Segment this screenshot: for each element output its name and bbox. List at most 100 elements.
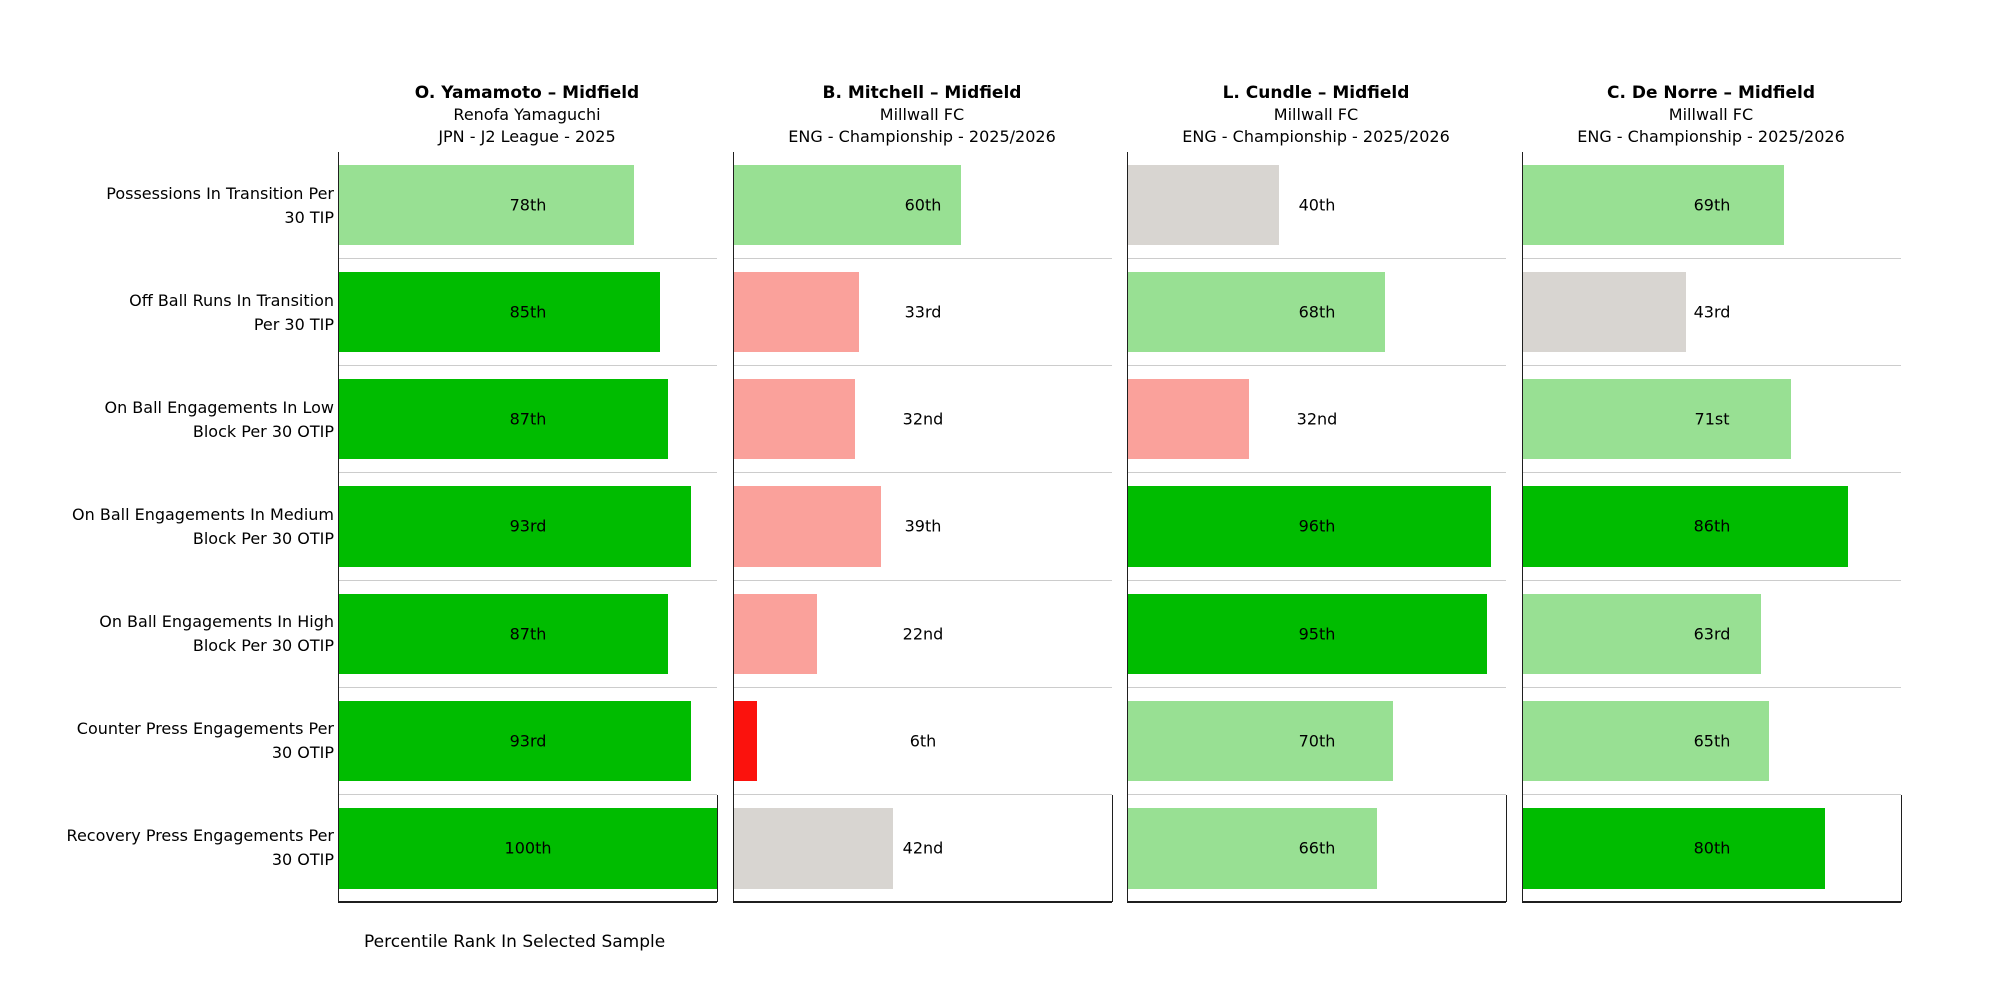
- percentile-label: 60th: [904, 195, 942, 215]
- percentile-label: 96th: [1298, 516, 1336, 536]
- percentile-bar: [1128, 379, 1249, 460]
- bar-cell: 66th: [1128, 794, 1507, 902]
- bar-cell: 63rd: [1523, 581, 1901, 688]
- percentile-bar: [339, 486, 691, 567]
- right-spine: [1900, 794, 1902, 902]
- percentile-bar: [1523, 700, 1769, 781]
- player-league: ENG - Championship - 2025/2026: [788, 127, 1056, 146]
- metric-label: Counter Press Engagements Per 30 OTIP: [76, 719, 334, 763]
- percentile-label: 39th: [904, 516, 942, 536]
- percentile-bar: [1523, 807, 1826, 889]
- percentile-label: 85th: [509, 302, 547, 322]
- bar-cell: 65th: [1523, 688, 1901, 795]
- metric-label: On Ball Engagements In High Block Per 30…: [99, 612, 334, 656]
- percentile-label: 32nd: [902, 409, 944, 429]
- percentile-label: 32nd: [1296, 409, 1338, 429]
- percentile-label: 87th: [509, 409, 547, 429]
- metric-label: On Ball Engagements In Low Block Per 30 …: [104, 397, 334, 441]
- percentile-bar: [1128, 700, 1393, 781]
- player-club: Millwall FC: [1273, 105, 1359, 124]
- bar-cell: 93rd: [339, 473, 717, 581]
- percentile-label: 66th: [1298, 838, 1336, 858]
- player-column: 78th 85th 87th 93rd 87th 93rd 100th: [337, 152, 718, 903]
- player-league: JPN - J2 League - 2025: [438, 127, 616, 146]
- bar-cell: 42nd: [734, 794, 1113, 902]
- x-axis-line: [1521, 900, 1901, 903]
- bar-cell: 60th: [734, 152, 1112, 260]
- percentile-label: 6th: [909, 731, 937, 751]
- right-spine: [1111, 794, 1113, 902]
- bar-cell: 69th: [1523, 152, 1901, 260]
- percentile-label: 43rd: [1693, 302, 1731, 322]
- player-header: L. Cundle – Midfield Millwall FC ENG - Cha…: [1127, 82, 1505, 148]
- x-axis-line: [732, 900, 1112, 903]
- percentile-label: 70th: [1298, 731, 1336, 751]
- percentile-label: 80th: [1693, 838, 1731, 858]
- player-column: 60th 33rd 32nd 39th 22nd 6th 42nd: [732, 152, 1113, 903]
- percentile-bar: [1523, 593, 1762, 674]
- percentile-label: 63rd: [1693, 624, 1731, 644]
- bar-cell: 32nd: [734, 366, 1112, 474]
- percentile-bar: [734, 700, 757, 781]
- bar-cell: 95th: [1128, 581, 1506, 688]
- x-axis-line: [337, 900, 717, 903]
- player-club: Millwall FC: [879, 105, 965, 124]
- bar-cell: 39th: [734, 473, 1112, 581]
- bar-cell: 85th: [339, 259, 717, 367]
- percentile-bar: [1128, 593, 1488, 674]
- percentile-label: 69th: [1693, 195, 1731, 215]
- right-spine: [716, 794, 718, 902]
- bar-cell: 80th: [1523, 794, 1902, 902]
- percentile-bar: [734, 165, 961, 246]
- percentile-bar: [1523, 379, 1792, 460]
- bar-cell: 96th: [1128, 473, 1506, 581]
- percentile-bar: [734, 379, 855, 460]
- percentile-label: 33rd: [904, 302, 942, 322]
- percentile-label: 42nd: [902, 838, 944, 858]
- player-club: Millwall FC: [1668, 105, 1754, 124]
- percentile-bar: [1523, 165, 1784, 246]
- percentile-bar: [339, 807, 717, 889]
- percentile-bar: [734, 593, 818, 674]
- x-axis-line: [1126, 900, 1506, 903]
- player-league: ENG - Championship - 2025/2026: [1577, 127, 1845, 146]
- bar-cell: 87th: [339, 581, 717, 688]
- right-spine: [1505, 794, 1507, 902]
- percentile-label: 68th: [1298, 302, 1336, 322]
- percentile-label: 95th: [1298, 624, 1336, 644]
- percentile-label: 22nd: [902, 624, 944, 644]
- player-name: L. Cundle – Midfield: [1222, 83, 1410, 103]
- percentile-bar: [339, 700, 691, 781]
- player-league: ENG - Championship - 2025/2026: [1182, 127, 1450, 146]
- bar-cell: 32nd: [1128, 366, 1506, 474]
- bar-cell: 40th: [1128, 152, 1506, 260]
- metric-label: Recovery Press Engagements Per 30 OTIP: [66, 826, 334, 870]
- bar-cell: 87th: [339, 366, 717, 474]
- player-header: C. De Norre – Midfield Millwall FC ENG - C…: [1522, 82, 1900, 148]
- bar-cell: 86th: [1523, 473, 1901, 581]
- percentile-bar: [339, 165, 634, 246]
- percentile-bar: [339, 593, 668, 674]
- player-header: B. Mitchell – Midfield Millwall FC ENG - C…: [733, 82, 1111, 148]
- percentile-bar: [1128, 272, 1386, 353]
- percentile-bar: [1523, 272, 1686, 353]
- percentile-label: 78th: [509, 195, 547, 215]
- metric-label: Off Ball Runs In Transition Per 30 TIP: [129, 290, 334, 334]
- percentile-label: 100th: [504, 838, 552, 858]
- bar-cell: 71st: [1523, 366, 1901, 474]
- percentile-label: 86th: [1693, 516, 1731, 536]
- player-club: Renofa Yamaguchi: [453, 105, 601, 124]
- percentile-bar: [734, 272, 859, 353]
- player-name: B. Mitchell – Midfield: [822, 83, 1022, 103]
- percentile-label: 93rd: [509, 516, 547, 536]
- player-header: O. Yamamoto – Midfield Renofa Yamaguchi JP…: [338, 82, 716, 148]
- bar-cell: 78th: [339, 152, 717, 260]
- percentile-label: 71st: [1694, 409, 1730, 429]
- percentile-bar: [1128, 486, 1491, 567]
- x-axis-caption: Percentile Rank In Selected Sample: [364, 932, 666, 952]
- bar-cell: 33rd: [734, 259, 1112, 367]
- percentile-label: 87th: [509, 624, 547, 644]
- percentile-label: 40th: [1298, 195, 1336, 215]
- player-column: 69th 43rd 71st 86th 63rd 65th 80th: [1521, 152, 1902, 903]
- bar-cell: 68th: [1128, 259, 1506, 367]
